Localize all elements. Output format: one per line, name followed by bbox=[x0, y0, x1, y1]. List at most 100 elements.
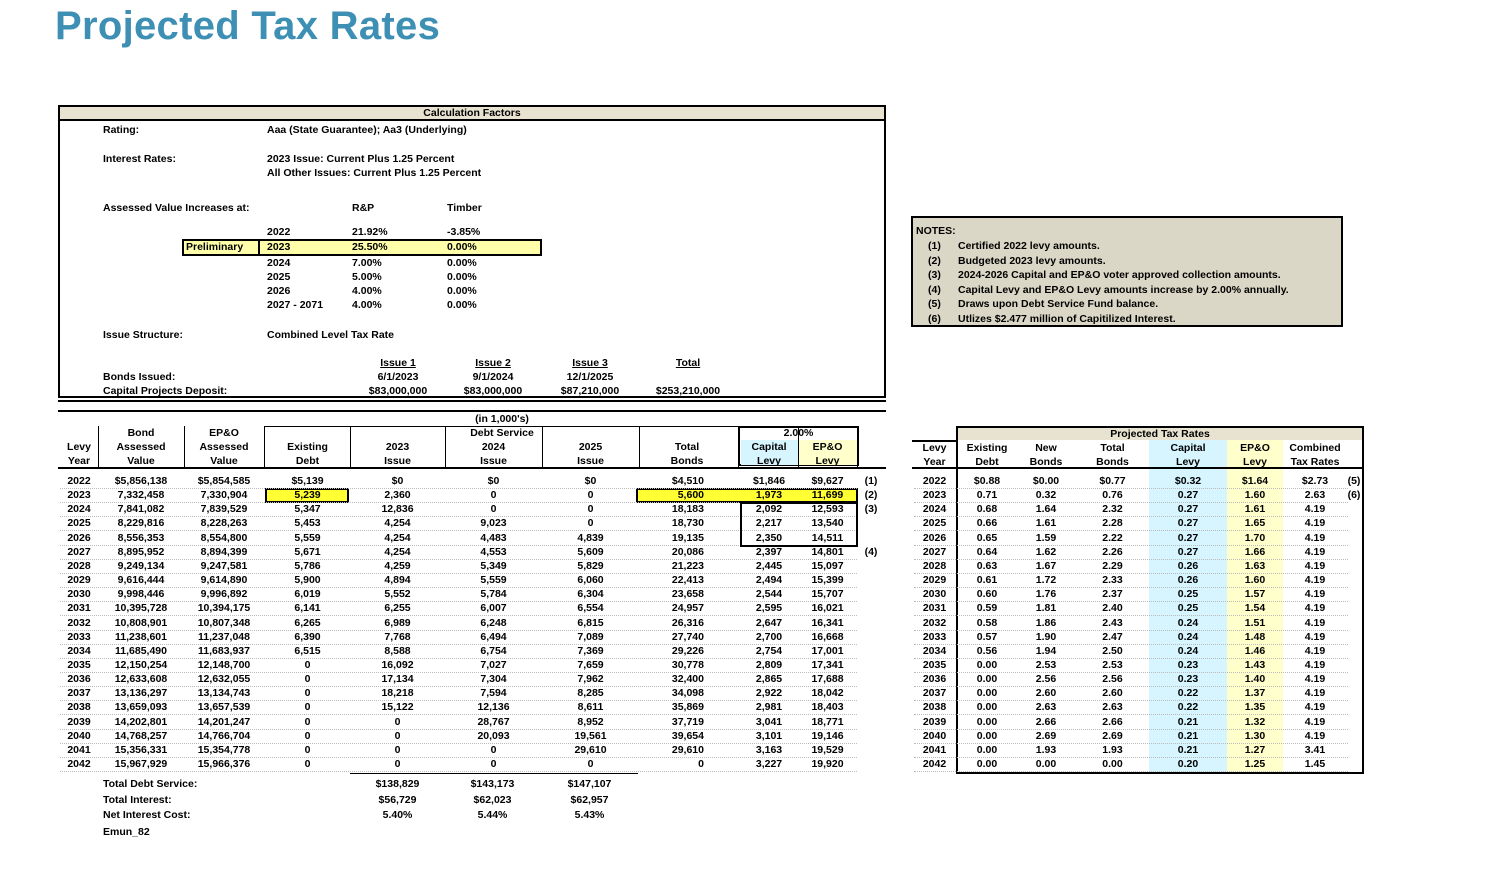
cell-i2023: 12,836 bbox=[381, 503, 414, 516]
cell-capital: 3,101 bbox=[755, 729, 783, 742]
cell-i2024: 28,767 bbox=[477, 715, 510, 728]
cell-i2023: 16,092 bbox=[381, 658, 414, 671]
cell-bond_av: 9,249,134 bbox=[117, 559, 165, 572]
rate-cell-capital: 0.27 bbox=[1177, 531, 1199, 544]
rate-cell-capital: 0.27 bbox=[1177, 489, 1199, 502]
cell-levy_year: 2025 bbox=[67, 517, 91, 530]
rate-cell-levy_year: 2041 bbox=[922, 743, 947, 756]
row-divider bbox=[60, 488, 857, 489]
rate-header-new: New bbox=[1035, 442, 1057, 454]
av-row-year: 2023 bbox=[267, 241, 291, 253]
totals-label: Total Interest: bbox=[103, 794, 172, 806]
cell-existing: 5,347 bbox=[294, 503, 321, 516]
cell-epo_av: 7,839,529 bbox=[200, 503, 248, 516]
rate-cell-existing: 0.64 bbox=[976, 545, 998, 558]
av-row-rp: 5.00% bbox=[352, 271, 382, 283]
rate-row-divider bbox=[914, 502, 1348, 504]
rate-cell-capital: 0.22 bbox=[1177, 701, 1199, 714]
rate-cell-existing: 0.00 bbox=[976, 687, 998, 700]
totals-value: $138,829 bbox=[375, 778, 420, 790]
cell-bond_av: $5,856,138 bbox=[114, 475, 168, 487]
rate-cell-capital: 0.24 bbox=[1177, 644, 1199, 657]
cell-bond_av: 12,633,608 bbox=[114, 673, 168, 686]
row-divider bbox=[60, 516, 857, 518]
rating-label: Rating: bbox=[103, 124, 140, 136]
cell-epo_av: 8,554,800 bbox=[200, 531, 248, 544]
rate-cell-existing: $0.88 bbox=[973, 475, 1001, 487]
rate-cell-capital: 0.24 bbox=[1177, 616, 1199, 629]
rate-cell-total: 2.29 bbox=[1102, 559, 1123, 572]
cell-epo_av: 14,201,247 bbox=[197, 715, 251, 728]
cell-total: 23,658 bbox=[671, 588, 704, 601]
rate-cell-levy_year: 2030 bbox=[922, 588, 947, 601]
cell-i2024: 6,754 bbox=[480, 644, 507, 657]
rate-cell-total: 0.00 bbox=[1102, 758, 1123, 770]
cell-existing: 6,141 bbox=[294, 602, 321, 615]
rate-cell-new: 1.61 bbox=[1035, 517, 1057, 530]
cell-total: 22,413 bbox=[671, 574, 704, 587]
totals-value: $56,729 bbox=[378, 794, 417, 806]
cell-levy_year: 2039 bbox=[67, 715, 91, 728]
cell-i2025: 7,962 bbox=[577, 673, 604, 686]
rate-cell-levy_year: 2028 bbox=[922, 559, 947, 572]
cell-total: 32,400 bbox=[671, 673, 704, 686]
cell-existing: 5,786 bbox=[294, 559, 321, 572]
rate-row-divider bbox=[914, 615, 1348, 617]
cell-bond_av: 11,238,601 bbox=[115, 630, 167, 643]
cell-levy_year: 2041 bbox=[67, 743, 91, 756]
totals-value: 5.40% bbox=[382, 809, 413, 821]
rate-cell-combined: 4.19 bbox=[1304, 545, 1326, 558]
cell-i2024: 6,248 bbox=[480, 616, 507, 629]
note-text: Draws upon Debt Service Fund balance. bbox=[958, 298, 1159, 311]
cell-epo_av: 7,330,904 bbox=[200, 489, 248, 502]
rate-cell-new: 1.67 bbox=[1035, 559, 1057, 572]
left-table-top-border bbox=[58, 410, 886, 412]
rate-cell-total: 2.32 bbox=[1102, 503, 1123, 516]
rate-cell-new: 2.60 bbox=[1035, 687, 1057, 700]
cell-i2024: 12,136 bbox=[477, 701, 510, 714]
issue-1-date: 6/1/2023 bbox=[377, 371, 419, 383]
cell-levy_year: 2027 bbox=[67, 545, 91, 558]
cell-capital: 2,922 bbox=[755, 687, 783, 700]
rate-cell-total: 2.33 bbox=[1102, 574, 1123, 587]
row-divider bbox=[60, 728, 857, 730]
rate-cell-epo: 1.51 bbox=[1244, 616, 1266, 629]
cell-existing: 5,900 bbox=[294, 574, 321, 587]
header-existing: Existing bbox=[287, 441, 328, 453]
cell-epo: 14,801 bbox=[811, 545, 844, 558]
divider-line bbox=[58, 400, 886, 402]
cell-capital: 2,350 bbox=[755, 531, 783, 544]
row-divider bbox=[60, 643, 857, 645]
rate-cell-levy_year: 2027 bbox=[922, 545, 947, 558]
rate-cell-epo: 1.43 bbox=[1244, 658, 1266, 671]
rate-cell-epo: 1.48 bbox=[1244, 630, 1266, 643]
cell-epo_av: 8,228,263 bbox=[200, 517, 248, 530]
issue-3-header: Issue 3 bbox=[572, 357, 608, 369]
rate-cell-epo: 1.46 bbox=[1244, 644, 1266, 657]
header-total: Total bbox=[674, 441, 700, 453]
rate-cell-capital: 0.22 bbox=[1177, 687, 1199, 700]
footer-id: Emun_82 bbox=[103, 826, 150, 838]
rate-cell-capital: 0.25 bbox=[1177, 588, 1199, 601]
rate-row-divider bbox=[914, 686, 1348, 688]
cell-existing: 0 bbox=[304, 758, 311, 770]
cell-total: 18,183 bbox=[671, 503, 704, 516]
cell-total: 39,654 bbox=[671, 729, 704, 742]
rate-header-levy_year: Levy bbox=[922, 442, 947, 454]
av-row-year: 2025 bbox=[267, 271, 291, 283]
cell-i2024: 7,594 bbox=[480, 687, 507, 700]
rate-cell-combined: $2.73 bbox=[1301, 475, 1329, 487]
cell-existing: 0 bbox=[304, 687, 311, 700]
rate-cell-capital: 0.26 bbox=[1177, 559, 1199, 572]
rate-cell-levy_year: 2035 bbox=[922, 658, 947, 671]
rate-cell-new: 2.53 bbox=[1035, 658, 1057, 671]
column-separator bbox=[445, 426, 446, 467]
rate-cell-capital: 0.21 bbox=[1177, 715, 1199, 728]
rate-row-divider bbox=[914, 629, 1348, 631]
rate-cell-combined: 4.19 bbox=[1304, 658, 1326, 671]
rate-cell-levy_year: 2026 bbox=[922, 531, 947, 544]
rate-cell-levy_year: 2034 bbox=[922, 644, 947, 657]
cell-i2023: 18,218 bbox=[381, 687, 414, 700]
cell-total: 34,098 bbox=[671, 687, 704, 700]
rate-cell-new: 1.76 bbox=[1035, 588, 1057, 601]
